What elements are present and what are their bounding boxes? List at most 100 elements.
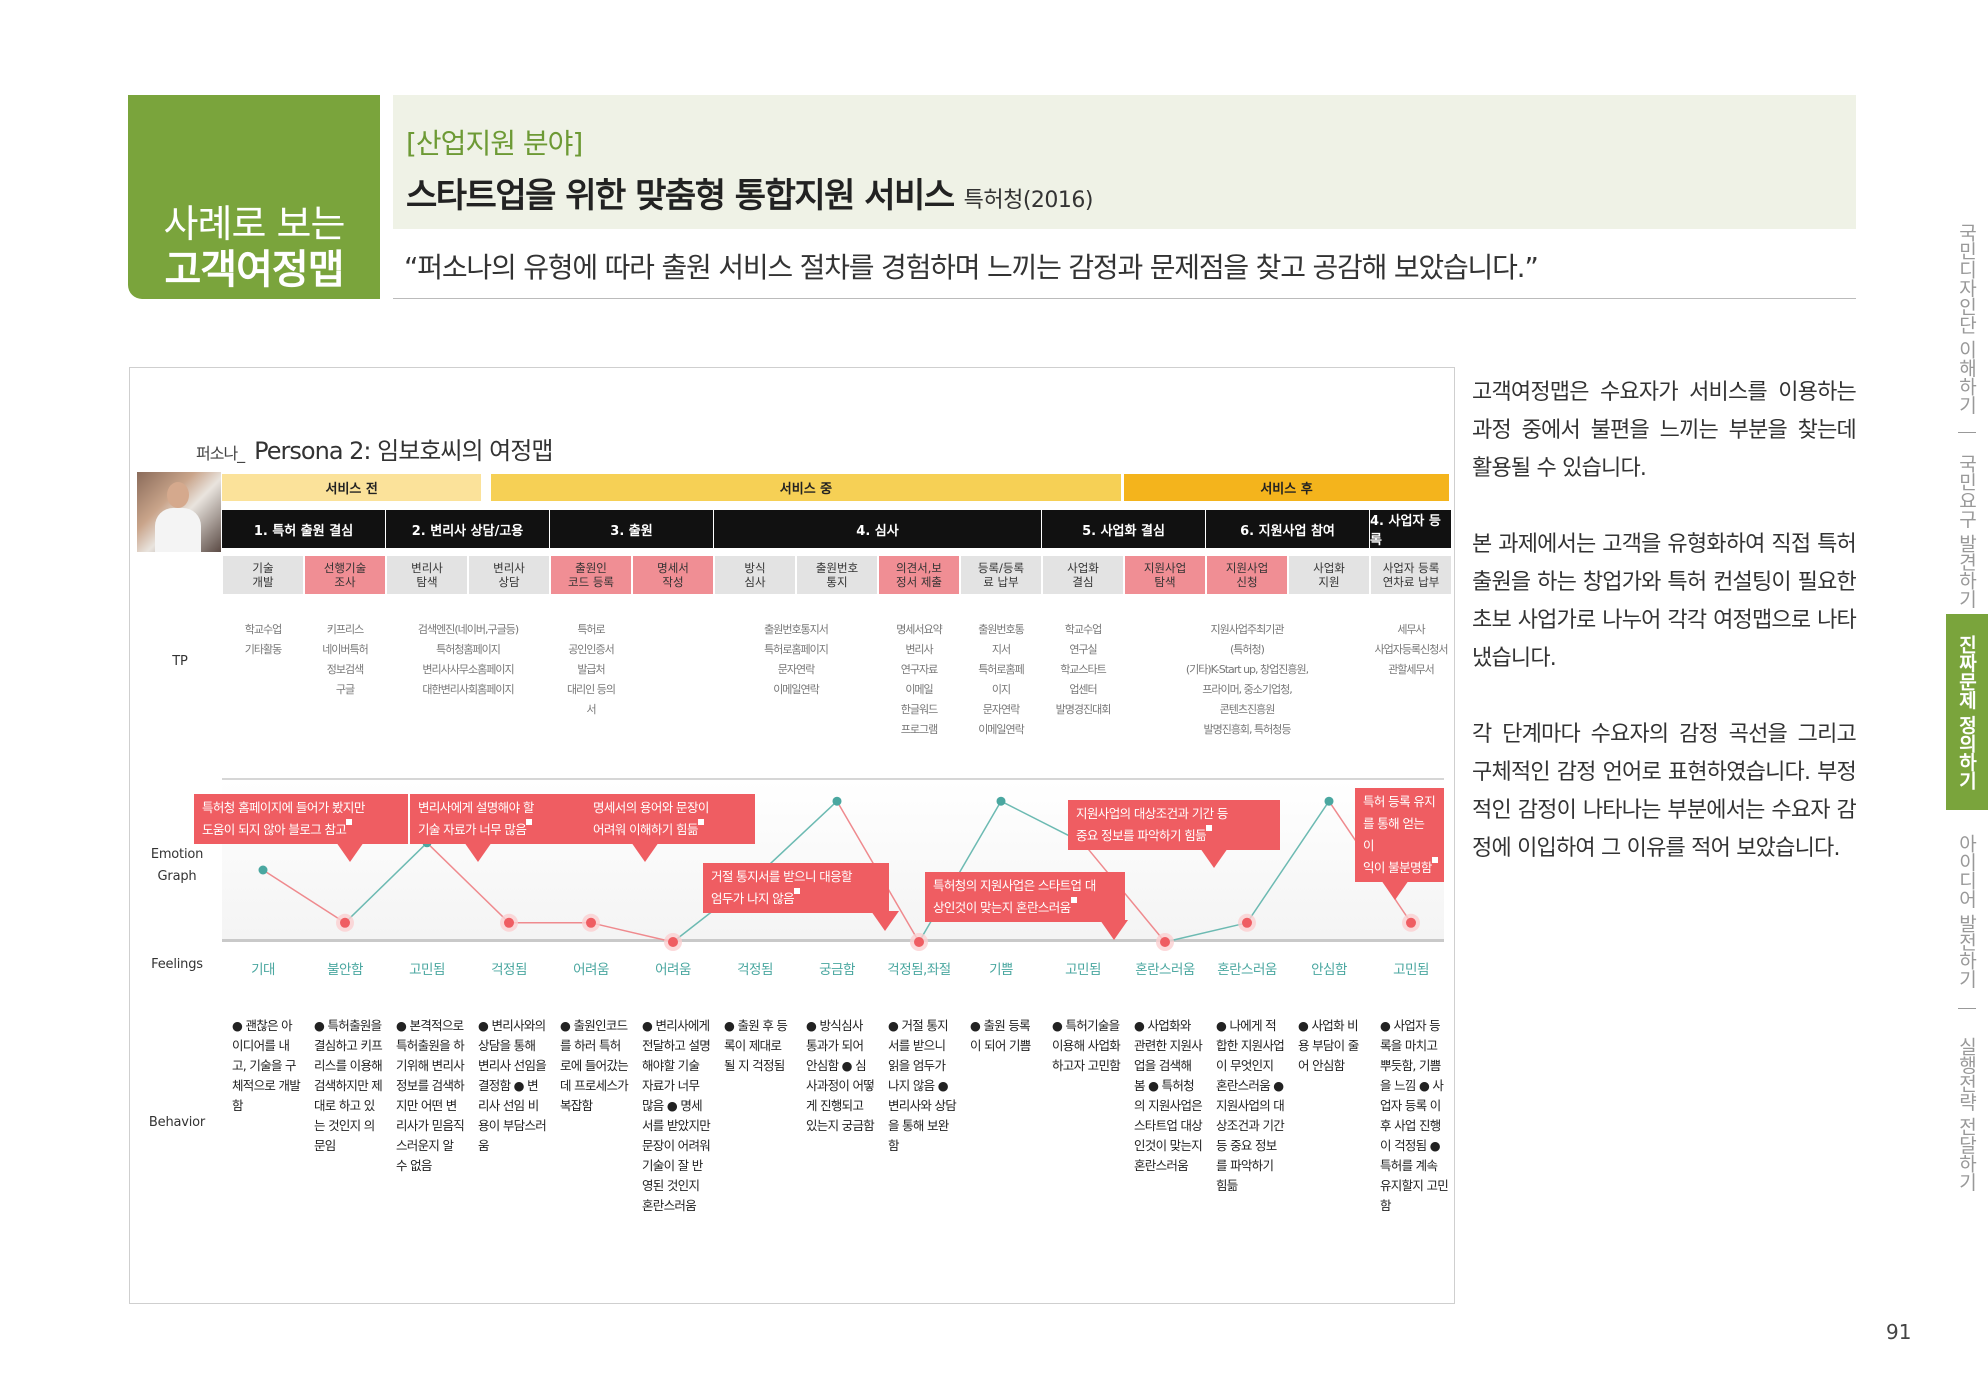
feeling-label: 걱정됨 xyxy=(491,962,527,978)
pain-point-bubble: 특허청의 지원사업은 스타트업 대 상인것이 맞는지 혼란스러움 xyxy=(925,872,1128,940)
behavior-text: ● 사업화 비용 부담이 줄어 안심함 xyxy=(1298,1018,1359,1073)
feeling-label: 어려움 xyxy=(655,962,691,978)
touchpoint: 학교수업 기타활동 xyxy=(244,623,282,656)
behavior-text: ● 출원인코드를 하러 특허로에 들어갔는데 프로세스가 복잡함 xyxy=(560,1018,629,1113)
behavior-text: ● 방식심사 통과가 되어 안심함 ● 심사과정이 어떻게 진행되고 있는지 궁… xyxy=(806,1018,875,1133)
section-badge: 사례로 보는 고객여정맵 xyxy=(128,95,380,299)
side-divider xyxy=(1958,1008,1976,1009)
divider xyxy=(393,298,1856,299)
title-text: 스타트업을 위한 맞춤형 통합지원 서비스 xyxy=(406,176,955,216)
agency-label: 특허청(2016) xyxy=(963,188,1094,213)
description-paragraph-2: 본 과제에서는 고객을 유형화하여 직접 특허 출원을 하는 창업가와 특허 컨… xyxy=(1472,532,1857,671)
persona-name: Persona 2: 임보호씨의 여정맵 xyxy=(254,437,553,465)
bubble-tail xyxy=(631,842,659,862)
step-cell: 사업자 등록 연차료 납부 xyxy=(1371,556,1451,594)
side-tab-1[interactable]: 국민디자인단 이해하기 xyxy=(1946,214,1988,422)
phase-3: 서비스 후 xyxy=(1124,474,1449,501)
row-label-emotion: Emotion Graph xyxy=(150,847,204,884)
persona-title: 퍼소나_ Persona 2: 임보호씨의 여정맵 xyxy=(196,431,553,466)
stage-header: 4. 심사 xyxy=(714,510,1042,548)
stage-header: 4. 사업자 등록 xyxy=(1370,510,1452,548)
pain-point-bubble: 거절 통지서를 받으니 대응할 엄두가 나지 않음 xyxy=(703,863,899,931)
feeling-label: 기쁨 xyxy=(989,962,1013,978)
feeling-label: 고민됨 xyxy=(1393,962,1429,978)
page-number: 91 xyxy=(1886,1320,1912,1344)
stage-header: 5. 사업화 결심 xyxy=(1042,510,1206,548)
feeling-label: 궁금함 xyxy=(819,962,855,978)
behavior-text: ● 변리사에게 전달하고 설명해야할 기술 자료가 너무 많음 ● 명세서를 받… xyxy=(642,1018,711,1213)
behavior-text: ● 변리사와의 상담을 통해 변리사 선임을 결정함 ● 변리사 선임 비용이 … xyxy=(478,1018,547,1153)
behavior-text: ● 특허출원을 결심하고 키프리스를 이용해 검색하지만 제대로 하고 있는 것… xyxy=(314,1018,383,1153)
behavior-text: ● 본격적으로 특허출원을 하기위해 변리사 정보를 검색하지만 어떤 변리사가… xyxy=(396,1018,465,1173)
behavior-text: ● 거절 통지서를 받으니 읽을 엄두가 나지 않음 ● 변리사와 상담을 통해… xyxy=(888,1018,957,1153)
pain-point-bubble: 특허 등록 유지 를 통해 얻는 이 익이 불분명함 xyxy=(1355,788,1444,900)
bubble-tail xyxy=(1200,848,1228,868)
touchpoint: 지원사업주최기관 (특허청) (기타)K-Start up, 창업진흥원, 프라이머,… xyxy=(1185,623,1309,736)
step-cell: 명세서 작성 xyxy=(633,556,713,594)
pain-point-bubble: 지원사업의 대상조건과 기간 등 중요 정보를 파악하기 힘듦 xyxy=(1068,800,1280,868)
side-tab-label: 국민디자인단 이해하기 xyxy=(1955,222,1978,414)
touchpoint: 학교수업 연구실 학교스타트 업센터 발명경진대회 xyxy=(1055,623,1112,716)
bubble-tail xyxy=(464,842,492,862)
pain-point-bubble: 특허청 홈페이지에 들어가 봤지만 도움이 되지 않아 블로그 참고 xyxy=(194,794,408,862)
behavior-text: ● 괜찮은 아이디어를 내고, 기술을 구체적으로 개발함 xyxy=(232,1018,301,1113)
step-cell: 사업화 결심 xyxy=(1043,556,1123,594)
stage-header: 1. 특허 출원 결심 xyxy=(222,510,386,548)
phase-1: 서비스 전 xyxy=(222,474,482,501)
behavior-text: ● 사업자 등록을 마치고 뿌듯함, 기쁨을 느낌 ● 사업자 등록 이후 사업… xyxy=(1380,1018,1449,1213)
stage-header: 6. 지원사업 참여 xyxy=(1206,510,1370,548)
persona-photo xyxy=(137,472,221,552)
touchpoint: 키프리스 네이버특허 정보검색 구글 xyxy=(322,623,369,696)
page-title: 스타트업을 위한 맞춤형 통합지원 서비스 특허청(2016) xyxy=(406,168,1093,217)
behavior-text: ● 특허기술을 이용해 사업화 하고자 고민함 xyxy=(1052,1018,1121,1073)
feeling-label: 걱정됨 xyxy=(737,962,773,978)
feeling-label: 불안함 xyxy=(327,962,363,978)
stage-header: 2. 변리사 상담/고용 xyxy=(386,510,550,548)
behavior-text: ● 출원 후 등록이 제대로 될 지 걱정됨 xyxy=(724,1018,788,1073)
persona-prefix: 퍼소나_ xyxy=(196,444,245,463)
side-tab-label: 실행전략 전달하기 xyxy=(1955,1037,1978,1191)
feeling-label: 걱정됨,좌절 xyxy=(887,962,951,978)
feeling-label: 혼란스러움 xyxy=(1217,962,1277,978)
bubble-tail xyxy=(1381,880,1409,900)
description-paragraph-1: 고객여정맵은 수요자가 서비스를 이용하는 과정 중에서 불편을 느끼는 부분을… xyxy=(1472,380,1857,481)
category-label: [산업지원 분야] xyxy=(406,127,583,160)
step-cell: 변리사 탐색 xyxy=(387,556,467,594)
bubble-tail xyxy=(871,911,899,931)
step-cell: 방식 심사 xyxy=(715,556,795,594)
row-label-behavior: Behavior xyxy=(148,1115,206,1130)
side-tab-label: 국민요구 발견하기 xyxy=(1955,454,1978,608)
step-cell: 사업화 지원 xyxy=(1289,556,1369,594)
step-cell: 출원인 코드 등록 xyxy=(551,556,631,594)
step-cell: 선행기술 조사 xyxy=(305,556,385,594)
step-cell: 기술 개발 xyxy=(223,556,303,594)
description-paragraph-3: 각 단계마다 수요자의 감정 곡선을 그리고 구체적인 감정 언어로 표현하였습… xyxy=(1472,722,1857,861)
step-cell: 의견서,보 정서 제출 xyxy=(879,556,959,594)
side-tab-label: 진짜문제 정의하기 xyxy=(1955,634,1978,790)
side-tab-5[interactable]: 실행전략 전달하기 xyxy=(1946,1016,1988,1212)
side-tab-3-active[interactable]: 진짜문제 정의하기 xyxy=(1946,614,1988,810)
stage-header: 3. 출원 xyxy=(550,510,714,548)
badge-line-1: 사례로 보는 xyxy=(163,202,346,246)
row-label-feelings: Feelings xyxy=(151,957,203,972)
feeling-label: 고민됨 xyxy=(409,962,445,978)
feeling-label: 혼란스러움 xyxy=(1135,962,1195,978)
feeling-label: 어려움 xyxy=(573,962,609,978)
behavior-text: ● 사업화와 관련한 지원사업을 검색해 봄 ● 특허청의 지원사업은 스타트업… xyxy=(1134,1018,1203,1173)
side-tab-2[interactable]: 국민요구 발견하기 xyxy=(1946,442,1988,620)
touchpoint: 세무사 사업자등록신청서 관할세무서 xyxy=(1374,623,1449,676)
pain-point-bubble: 변리사에게 설명해야 할 기술 자료가 너무 많음 xyxy=(410,794,586,862)
phase-2: 서비스 중 xyxy=(490,474,1121,501)
behavior-text: ● 나에게 적합한 지원사업이 무엇인지 혼란스러움 ● 지원사업의 대상조건과… xyxy=(1216,1018,1285,1193)
touchpoint: 검색엔진(네이버,구글등) 특허청홈페이지 변리사사무소홈페이지 대한변리사회홈페이지 xyxy=(417,623,519,696)
badge-line-2: 고객여정맵 xyxy=(164,247,345,293)
bubble-tail xyxy=(1100,920,1128,940)
touchpoint: 특허로 공인인증서 발급처 대리인 등의 서 xyxy=(566,623,616,716)
pain-point-bubble: 명세서의 용어와 문장이 어려워 이해하기 힘듦 xyxy=(585,794,755,862)
feeling-label: 기대 xyxy=(251,962,275,978)
feeling-label: 고민됨 xyxy=(1065,962,1101,978)
step-cell: 지원사업 탐색 xyxy=(1125,556,1205,594)
side-tab-4[interactable]: 아이디어 발전하기 xyxy=(1946,822,1988,1000)
